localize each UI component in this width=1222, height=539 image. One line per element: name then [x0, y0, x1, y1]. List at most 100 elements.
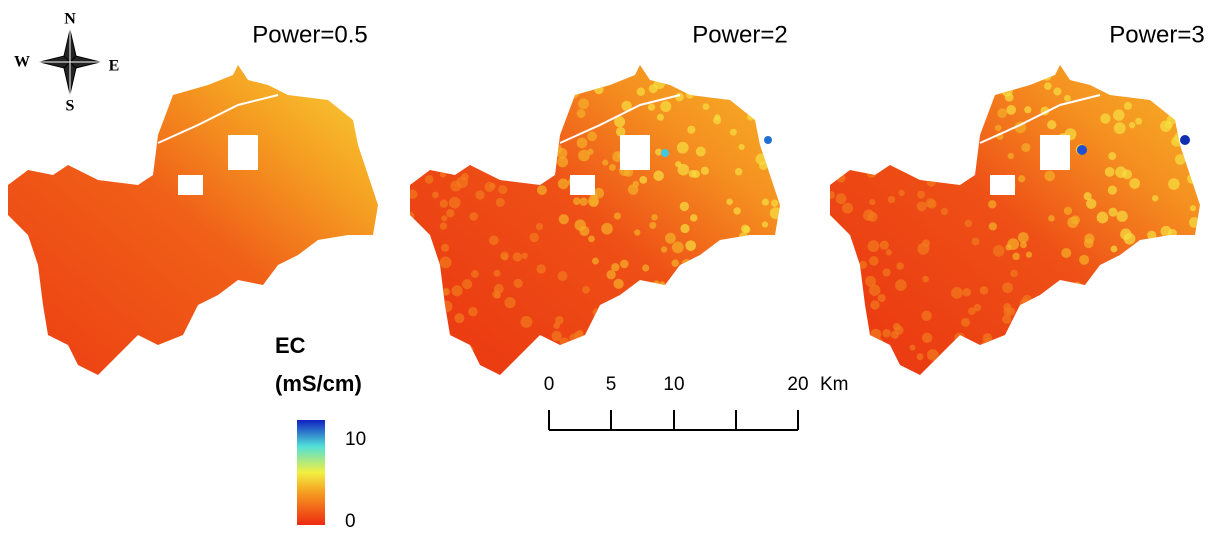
- texture-dot: [771, 144, 777, 150]
- texture-dot: [588, 235, 595, 242]
- texture-dot: [776, 66, 782, 72]
- texture-dot: [511, 61, 520, 70]
- texture-dot: [406, 212, 415, 221]
- texture-dot: [555, 316, 564, 325]
- texture-dot: [462, 279, 472, 289]
- texture-dot: [739, 232, 748, 241]
- texture-dot: [1167, 115, 1177, 125]
- texture-dot: [921, 93, 927, 99]
- texture-dot: [762, 250, 770, 258]
- texture-dot: [416, 127, 424, 135]
- texture-dot: [437, 111, 446, 120]
- texture-dot: [442, 288, 450, 296]
- texture-dot: [496, 77, 504, 85]
- texture-dot: [412, 304, 421, 313]
- texture-dot: [1129, 178, 1140, 189]
- texture-dot: [1172, 268, 1178, 274]
- texture-dot: [1065, 353, 1072, 360]
- texture-dot: [876, 338, 883, 345]
- texture-dot: [454, 161, 463, 170]
- texture-dot: [577, 330, 584, 337]
- texture-dot: [532, 132, 542, 142]
- texture-dot: [717, 356, 725, 364]
- texture-dot: [579, 226, 589, 236]
- texture-dot: [558, 271, 568, 281]
- texture-dot: [834, 167, 841, 174]
- texture-dot: [869, 199, 875, 205]
- texture-dot: [771, 199, 778, 206]
- legend-title: (mS/cm): [275, 371, 362, 396]
- texture-dot: [1048, 215, 1055, 222]
- texture-dot: [454, 64, 464, 74]
- texture-dot: [917, 353, 924, 360]
- texture-dot: [870, 300, 879, 309]
- texture-dot: [993, 245, 1005, 257]
- texture-dot: [1125, 78, 1135, 88]
- texture-dot: [921, 311, 931, 321]
- texture-dot: [1044, 82, 1052, 90]
- texture-dot: [917, 191, 925, 199]
- texture-dot: [633, 181, 640, 188]
- texture-dot: [733, 207, 740, 214]
- texture-dot: [406, 123, 416, 133]
- texture-dot: [452, 285, 463, 296]
- texture-dot: [983, 355, 992, 364]
- texture-dot: [655, 149, 662, 156]
- texture-dot: [697, 344, 706, 353]
- texture-dot: [536, 122, 544, 130]
- texture-dot: [927, 349, 939, 361]
- texture-dot: [475, 190, 484, 199]
- compass-label: E: [109, 58, 120, 75]
- texture-dot: [651, 214, 658, 221]
- texture-dot: [1001, 85, 1012, 96]
- texture-dot: [869, 285, 880, 296]
- texture-dot: [1105, 167, 1115, 177]
- texture-dot: [1005, 244, 1012, 251]
- texture-dot: [895, 279, 907, 291]
- texture-dot: [549, 117, 559, 127]
- texture-dot: [961, 87, 970, 96]
- texture-dot: [432, 192, 439, 199]
- texture-dot: [671, 259, 679, 267]
- texture-dot: [440, 257, 452, 269]
- texture-dot: [450, 157, 459, 166]
- texture-dot: [654, 78, 665, 89]
- texture-dot: [438, 127, 445, 134]
- texture-dot: [1044, 300, 1052, 308]
- texture-dot: [981, 100, 989, 108]
- hotspot: [1077, 145, 1087, 155]
- texture-dot: [436, 348, 443, 355]
- texture-dot: [454, 313, 464, 323]
- texture-dot: [841, 79, 853, 91]
- texture-dot: [980, 286, 988, 294]
- texture-dot: [494, 270, 501, 277]
- texture-dot: [855, 78, 866, 89]
- texture-dot: [687, 126, 695, 134]
- texture-dot: [842, 203, 853, 214]
- texture-dot: [1101, 292, 1108, 299]
- texture-dot: [836, 193, 847, 204]
- texture-dot: [834, 107, 844, 117]
- texture-dot: [951, 287, 963, 299]
- texture-dot: [1044, 171, 1055, 182]
- compass-label: N: [64, 11, 76, 28]
- texture-dot: [594, 85, 604, 95]
- texture-dot: [457, 152, 467, 162]
- texture-dot: [747, 113, 754, 120]
- texture-dot: [940, 168, 948, 176]
- texture-dot: [444, 332, 451, 339]
- scale-line: [549, 410, 798, 430]
- texture-dot: [1116, 211, 1127, 222]
- texture-dot: [490, 151, 501, 162]
- texture-dot: [1186, 327, 1192, 333]
- texture-dot: [1147, 332, 1155, 340]
- texture-dot: [853, 130, 860, 137]
- texture-dot: [758, 62, 766, 70]
- texture-dot: [726, 199, 733, 206]
- texture-dot: [497, 156, 509, 168]
- texture-dot: [1061, 248, 1071, 258]
- texture-dot: [413, 307, 419, 313]
- compass-rose: N S W E: [14, 11, 119, 115]
- texture-dot: [657, 350, 664, 357]
- texture-dot: [675, 93, 684, 102]
